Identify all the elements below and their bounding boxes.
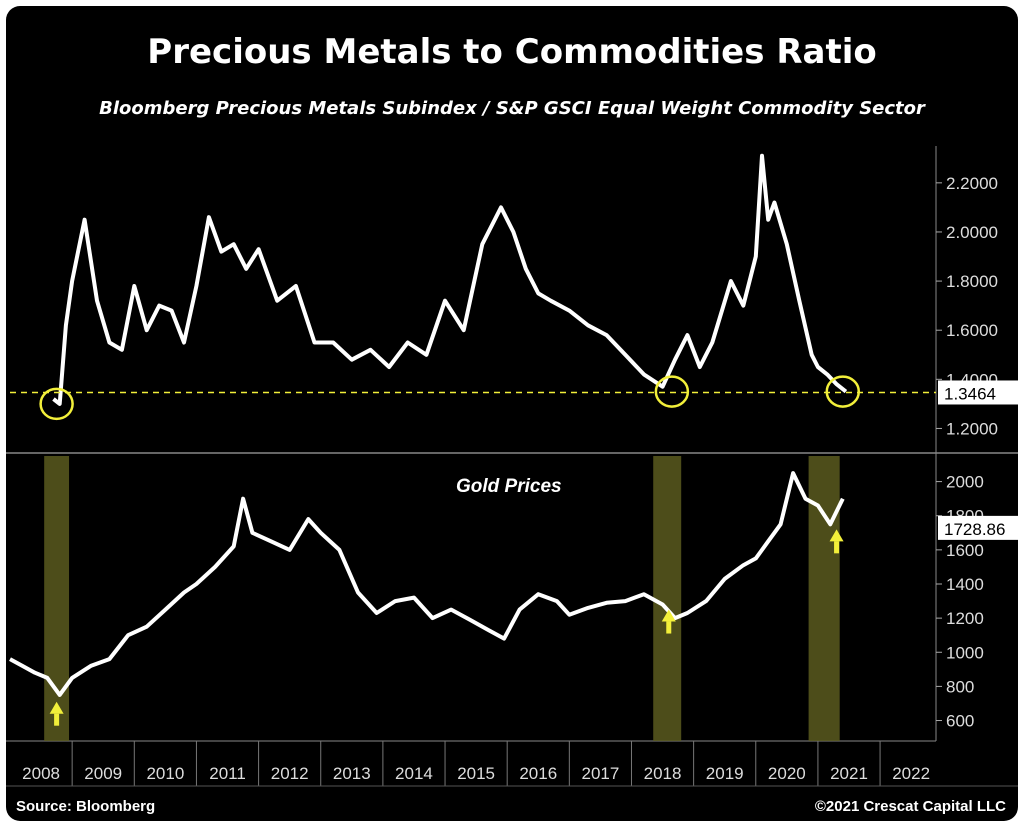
x-axis-label-2017: 2017 <box>581 764 619 783</box>
arrow-head-2 <box>829 529 844 542</box>
x-axis-label-2021: 2021 <box>830 764 868 783</box>
arrow-head-0 <box>49 701 64 714</box>
copyright-note: ©2021 Crescat Capital LLC <box>814 798 1006 815</box>
x-axis-label-2010: 2010 <box>146 764 184 783</box>
x-axis-label-2011: 2011 <box>209 764 246 783</box>
chart-subtitle: Bloomberg Precious Metals Subindex / S&P… <box>99 98 925 119</box>
x-axis-label-2014: 2014 <box>395 764 433 783</box>
gold-ytick-label-4: 1400 <box>946 575 984 594</box>
ratio-last-value-box <box>938 380 1018 405</box>
ratio-ytick-label-0: 1.2000 <box>946 419 998 438</box>
shaded-period-0 <box>44 456 70 741</box>
circled-low-0 <box>39 387 74 421</box>
x-axis-label-2020: 2020 <box>768 764 806 783</box>
circled-low-2 <box>825 375 861 408</box>
ratio-ytick-label-3: 1.8000 <box>946 272 998 291</box>
chart-frame: Precious Metals to Commodities Ratio Blo… <box>6 6 1018 821</box>
ratio-last-value-label: 1.3464 <box>944 384 996 403</box>
gold-last-value-box <box>938 515 1018 540</box>
ratio-ytick-label-5: 2.2000 <box>946 174 998 193</box>
ratio-series-line <box>52 153 848 406</box>
ratio-ytick-label-2: 1.6000 <box>946 321 998 340</box>
gold-ytick-label-2: 1000 <box>946 643 984 662</box>
x-axis-label-2009: 2009 <box>84 764 122 783</box>
x-axis-label-2019: 2019 <box>706 764 744 783</box>
arrow-shaft-0 <box>54 713 60 726</box>
shaded-period-2 <box>808 456 840 741</box>
x-axis-label-2022: 2022 <box>892 764 930 783</box>
arrow-shaft-1 <box>666 621 672 634</box>
chart-svg: 1.20001.40001.60001.80002.00002.20001.34… <box>6 146 1018 787</box>
ratio-ytick-label-4: 2.0000 <box>946 223 998 242</box>
chart-title: Precious Metals to Commodities Ratio <box>147 32 877 72</box>
x-axis-label-2015: 2015 <box>457 764 495 783</box>
shaded-period-1 <box>653 456 682 741</box>
source-note: Source: Bloomberg <box>16 798 156 815</box>
arrow-head-1 <box>661 609 676 622</box>
x-axis-label-2016: 2016 <box>519 764 557 783</box>
circled-low-1 <box>654 375 690 408</box>
gold-ytick-label-1: 800 <box>946 677 974 696</box>
gold-ytick-label-5: 1600 <box>946 541 984 560</box>
gold-panel-title: Gold Prices <box>456 476 562 497</box>
x-axis-label-2018: 2018 <box>644 764 682 783</box>
gold-ytick-label-0: 600 <box>946 712 974 731</box>
arrow-shaft-2 <box>834 541 840 554</box>
x-axis-label-2013: 2013 <box>333 764 371 783</box>
gold-ytick-label-3: 1200 <box>946 609 984 628</box>
x-axis-label-2012: 2012 <box>271 764 309 783</box>
x-axis-label-2008: 2008 <box>22 764 60 783</box>
gold-last-value-label: 1728.86 <box>944 520 1005 539</box>
gold-ytick-label-7: 2000 <box>946 473 984 492</box>
gold-series-line <box>9 471 845 697</box>
